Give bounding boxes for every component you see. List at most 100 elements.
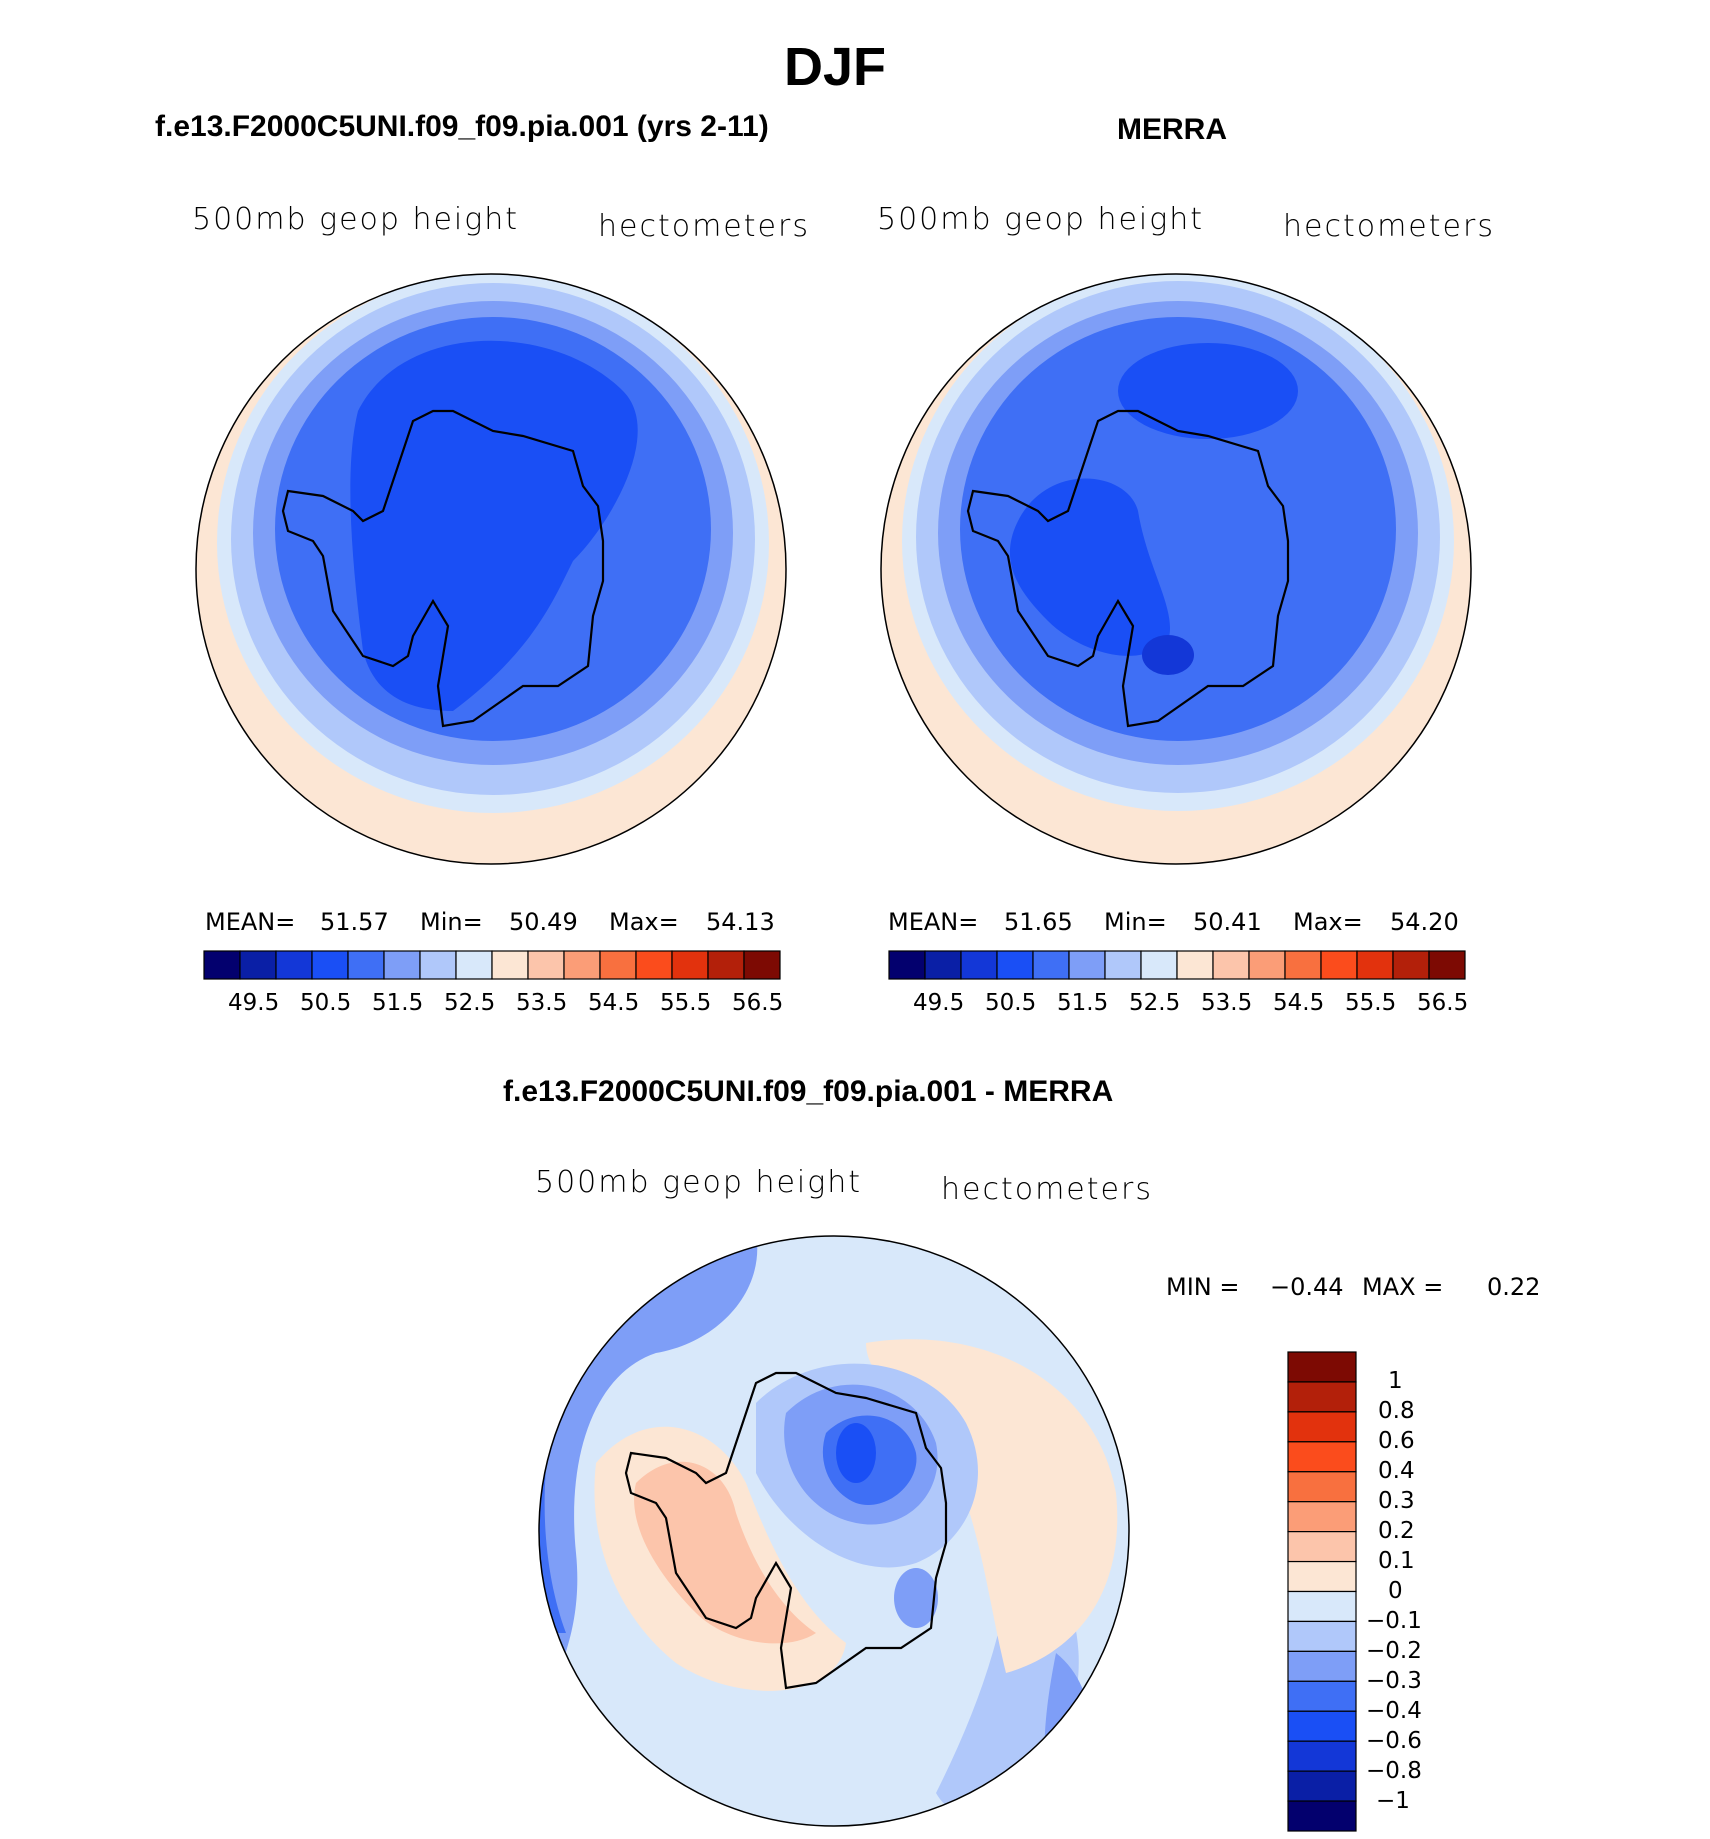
colorbar-swatch	[1287, 1650, 1357, 1682]
colorbar-swatch	[383, 950, 421, 980]
colorbar-swatch	[1176, 950, 1214, 980]
colorbar-swatch	[1287, 1501, 1357, 1533]
colorbar-swatch	[1287, 1560, 1357, 1593]
colorbar-swatch	[960, 950, 998, 980]
panel-difference-colorbar-tick: −0.3	[1366, 1668, 1422, 1694]
panel-difference-colorbar-tick: −0.8	[1366, 1758, 1422, 1784]
panel-difference-min-label: MIN =	[1166, 1273, 1240, 1301]
colorbar-swatch	[1284, 950, 1322, 980]
colorbar-swatch	[599, 950, 637, 980]
colorbar-swatch	[203, 950, 241, 980]
panel-difference-colorbar-tick: 0.3	[1378, 1488, 1415, 1514]
colorbar-swatch	[1287, 1531, 1357, 1563]
colorbar-swatch	[1212, 950, 1250, 980]
panel-model-colorbar-tick: 56.5	[732, 990, 784, 1016]
panel-merra-colorbar-tick: 51.5	[1057, 990, 1109, 1016]
colorbar-swatch	[491, 950, 529, 980]
panel-model-min-value: 50.49	[509, 908, 578, 936]
colorbar-swatch	[707, 950, 745, 980]
colorbar-swatch	[743, 950, 781, 980]
panel-difference-max-value: 0.22	[1487, 1273, 1541, 1301]
panel-merra-min-value: 50.41	[1193, 908, 1262, 936]
colorbar-swatch	[1287, 1710, 1357, 1742]
colorbar-swatch	[1287, 1740, 1357, 1772]
panel-merra-colorbar	[888, 950, 1466, 980]
colorbar-swatch	[1392, 950, 1430, 980]
panel-model-max-value: 54.13	[706, 908, 775, 936]
panel-difference-colorbar-tick: 1	[1388, 1368, 1403, 1394]
panel-difference-map	[538, 1235, 1130, 1827]
panel-merra-variable-label: 500mb geop height	[877, 202, 1205, 237]
panel-model-colorbar-tick: 55.5	[660, 990, 712, 1016]
panel-merra-colorbar-tick: 49.5	[913, 990, 965, 1016]
panel-merra-mean-label: MEAN=	[888, 908, 979, 936]
colorbar-swatch	[924, 950, 962, 980]
panel-merra-min-label: Min=	[1104, 908, 1167, 936]
colorbar-swatch	[275, 950, 313, 980]
panel-model-colorbar-tick: 50.5	[300, 990, 352, 1016]
colorbar-swatch	[1248, 950, 1286, 980]
panel-model-variable-label: 500mb geop height	[192, 202, 520, 237]
panel-model-colorbar-tick: 49.5	[228, 990, 280, 1016]
panel-difference-colorbar-tick: 0.2	[1378, 1518, 1415, 1544]
panel-merra-colorbar-tick: 52.5	[1129, 990, 1181, 1016]
colorbar-swatch	[419, 950, 457, 980]
colorbar-swatch	[1287, 1680, 1357, 1712]
colorbar-swatch	[1287, 1590, 1357, 1623]
panel-model-max-label: Max=	[609, 908, 679, 936]
panel-merra-max-label: Max=	[1293, 908, 1363, 936]
panel-merra-colorbar-tick: 53.5	[1201, 990, 1253, 1016]
panel-difference-units-label: hectometers	[941, 1172, 1153, 1207]
panel-merra-colorbar-tick: 54.5	[1273, 990, 1325, 1016]
colorbar-swatch	[1320, 950, 1358, 980]
panel-merra-colorbar-tick: 50.5	[985, 990, 1037, 1016]
colorbar-swatch	[1287, 1351, 1357, 1383]
panel-merra-mean-value: 51.65	[1004, 908, 1073, 936]
colorbar-swatch	[1032, 950, 1070, 980]
panel-model-title: f.e13.F2000C5UNI.f09_f09.pia.001 (yrs 2-…	[155, 110, 769, 143]
panel-model-map	[195, 273, 787, 865]
panel-model-colorbar-tick: 52.5	[444, 990, 496, 1016]
colorbar-swatch	[1428, 950, 1466, 980]
panel-model-colorbar-tick: 54.5	[588, 990, 640, 1016]
panel-difference-colorbar-tick: 0	[1388, 1578, 1403, 1604]
colorbar-swatch	[635, 950, 673, 980]
colorbar-swatch	[347, 950, 385, 980]
panel-difference-title: f.e13.F2000C5UNI.f09_f09.pia.001 - MERRA	[503, 1075, 1114, 1108]
panel-difference-min-value: −0.44	[1270, 1273, 1344, 1301]
colorbar-swatch	[1287, 1471, 1357, 1503]
colorbar-swatch	[527, 950, 565, 980]
panel-merra-colorbar-tick: 55.5	[1345, 990, 1397, 1016]
panel-merra-colorbar-tick: 56.5	[1417, 990, 1469, 1016]
colorbar-swatch	[1356, 950, 1394, 980]
panel-difference-colorbar-tick: 0.1	[1378, 1548, 1415, 1574]
panel-difference-coastline	[624, 1371, 948, 1690]
colorbar-swatch	[1104, 950, 1142, 980]
colorbar-swatch	[311, 950, 349, 980]
panel-model-colorbar	[203, 950, 781, 980]
panel-difference-colorbar-tick: 0.4	[1378, 1458, 1415, 1484]
panel-merra-units-label: hectometers	[1283, 209, 1495, 244]
panel-model-units-label: hectometers	[598, 209, 810, 244]
colorbar-swatch	[1287, 1800, 1357, 1832]
panel-difference-colorbar-tick: −0.2	[1366, 1638, 1422, 1664]
panel-merra-coastline	[966, 409, 1290, 728]
colorbar-swatch	[1287, 1411, 1357, 1443]
colorbar-swatch	[563, 950, 601, 980]
panel-difference-colorbar	[1287, 1351, 1357, 1832]
colorbar-swatch	[671, 950, 709, 980]
colorbar-swatch	[1287, 1770, 1357, 1802]
colorbar-swatch	[1287, 1620, 1357, 1652]
colorbar-swatch	[1287, 1381, 1357, 1413]
colorbar-swatch	[996, 950, 1034, 980]
colorbar-swatch	[1068, 950, 1106, 980]
colorbar-swatch	[888, 950, 926, 980]
panel-model-coastline	[281, 409, 605, 728]
panel-difference-colorbar-tick: −0.4	[1366, 1698, 1422, 1724]
panel-model-colorbar-tick: 53.5	[516, 990, 568, 1016]
panel-difference-variable-label: 500mb geop height	[535, 1165, 863, 1200]
panel-difference-colorbar-tick: 0.6	[1378, 1428, 1415, 1454]
colorbar-swatch	[1287, 1441, 1357, 1473]
panel-difference-colorbar-tick: 0.8	[1378, 1398, 1415, 1424]
colorbar-swatch	[1140, 950, 1178, 980]
